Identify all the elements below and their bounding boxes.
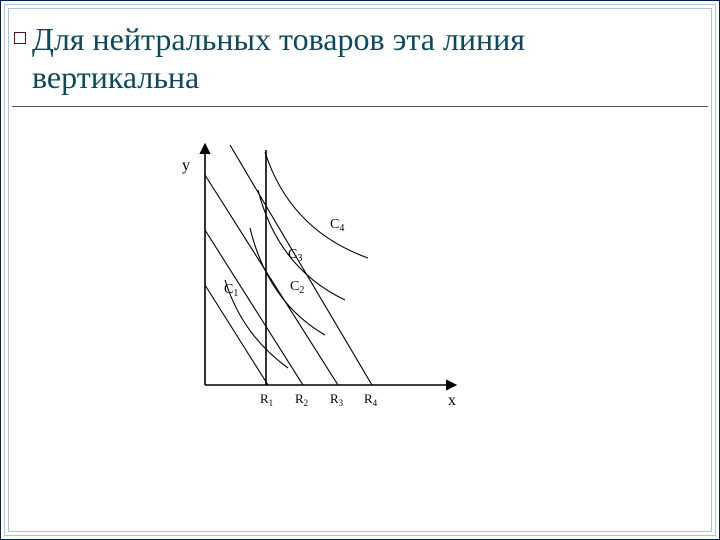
indifference-curve-4 <box>265 152 368 258</box>
budget-line-3 <box>205 175 338 385</box>
diagram-svg: x y C1 C2 C3 C4 R1 R2 R3 R4 <box>150 130 480 430</box>
x-tick-label-1: R1 <box>260 391 273 408</box>
curve-label-1: C1 <box>224 282 238 299</box>
x-tick-label-2: R2 <box>295 391 308 408</box>
curve-label-4: C4 <box>330 217 344 234</box>
budget-line-1 <box>205 285 268 385</box>
curve-label-2: C2 <box>290 279 304 296</box>
slide-title: Для нейтральных товаров эта линия вертик… <box>32 20 672 97</box>
x-axis-label: x <box>448 392 456 409</box>
curve-label-3: C3 <box>288 247 302 264</box>
x-tick-label-4: R4 <box>364 391 378 408</box>
x-tick-label-3: R3 <box>330 391 344 408</box>
indifference-curve-3 <box>258 190 345 300</box>
title-bullet-icon <box>14 32 26 44</box>
economics-diagram: x y C1 C2 C3 C4 R1 R2 R3 R4 <box>150 130 480 430</box>
budget-line-4 <box>230 145 372 385</box>
y-axis-label: y <box>182 157 190 174</box>
title-underline <box>12 106 708 107</box>
